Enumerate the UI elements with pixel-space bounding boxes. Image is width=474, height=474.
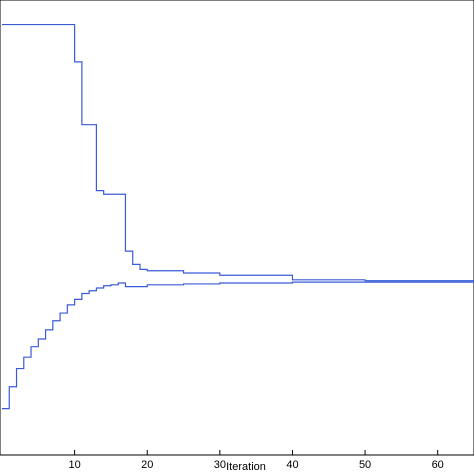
x-tick-label: 50 [359, 459, 371, 471]
x-axis-label: Iteration [226, 461, 266, 473]
x-tick-label: 40 [286, 459, 298, 471]
series-lines [2, 23, 474, 410]
x-tick-label: 30 [214, 459, 226, 471]
series-line-upper [2, 23, 474, 282]
x-tick-label: 20 [141, 459, 153, 471]
plot-frame [0, 0, 474, 456]
series-line-lower [2, 281, 474, 410]
x-tick-label: 60 [432, 459, 444, 471]
x-ticks: 10 20 30 40 50 60 [68, 450, 444, 471]
x-tick-label: 10 [68, 459, 80, 471]
